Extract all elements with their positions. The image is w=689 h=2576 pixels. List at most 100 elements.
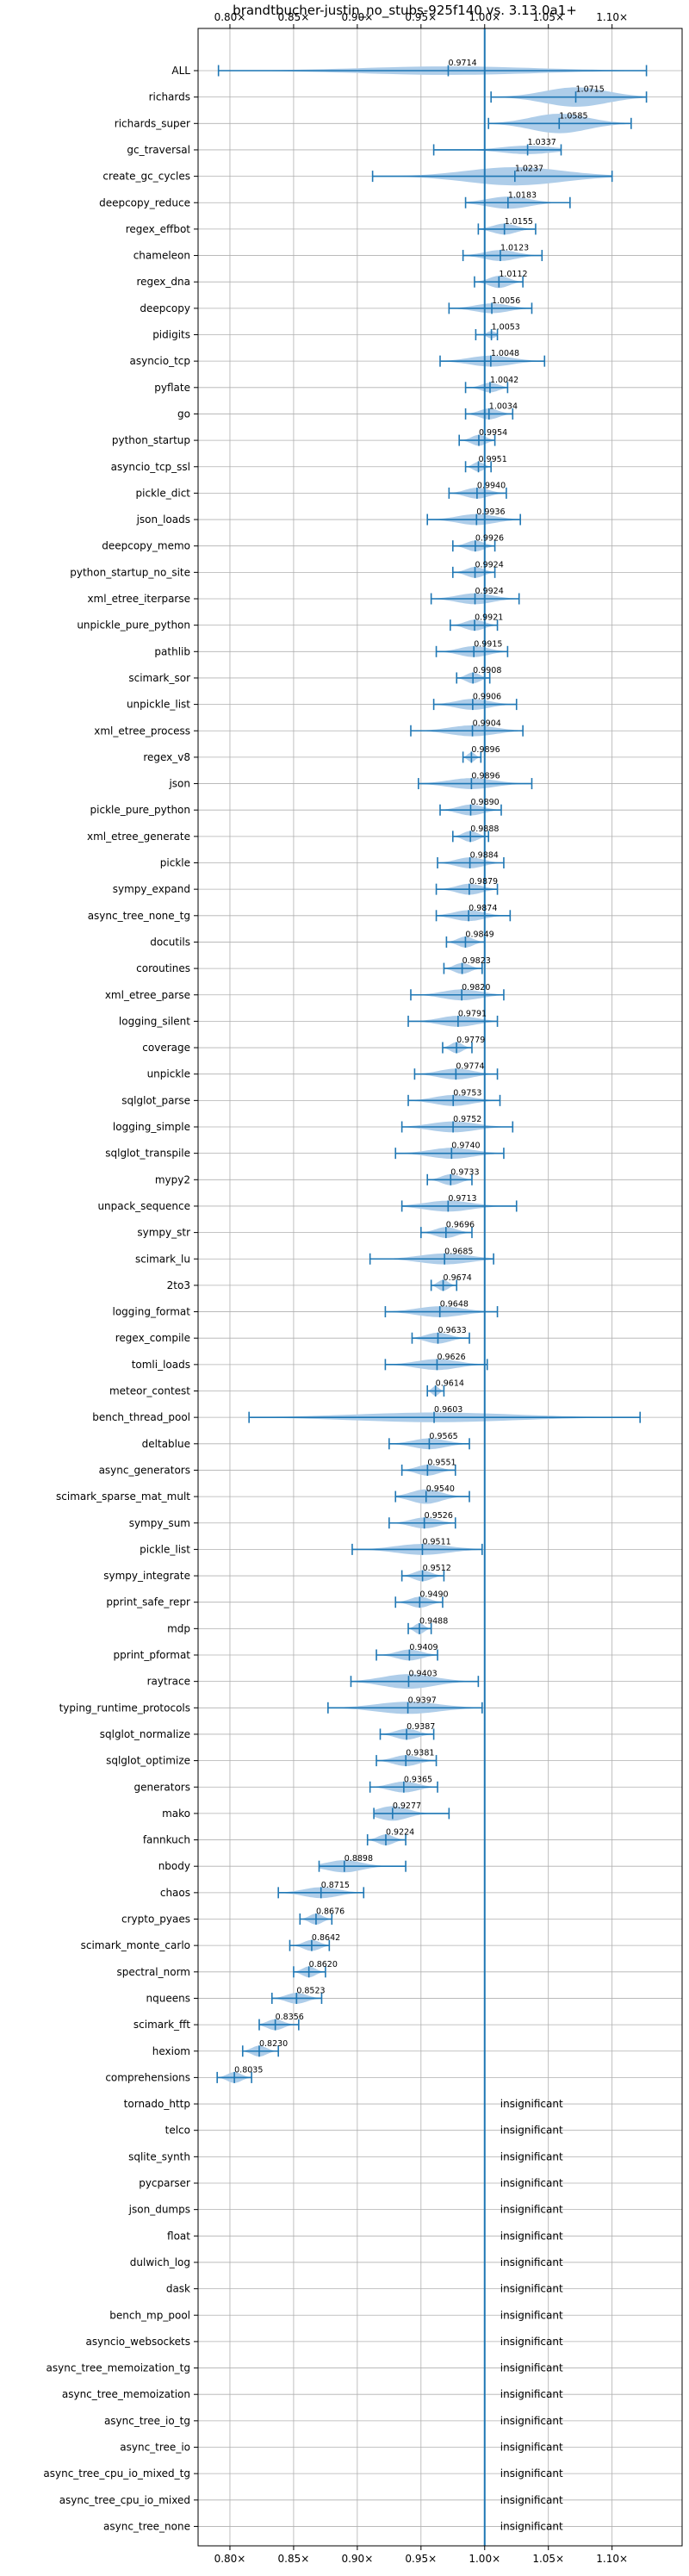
x-tick-label-top: 1.00× bbox=[469, 11, 500, 23]
median-value-label: 0.9387 bbox=[407, 1722, 435, 1732]
benchmark-label: chameleon bbox=[133, 250, 190, 262]
benchmark-label: deepcopy_reduce bbox=[99, 196, 190, 208]
median-value-label: 1.0123 bbox=[500, 244, 529, 253]
benchmark-label: deepcopy bbox=[140, 302, 190, 314]
benchmark-label: xml_etree_iterparse bbox=[87, 593, 190, 605]
benchmark-label: hexiom bbox=[152, 2045, 190, 2057]
median-value-label: 0.9926 bbox=[475, 534, 504, 544]
benchmark-label: python_startup_no_site bbox=[70, 566, 190, 578]
benchmark-label: richards_super bbox=[115, 117, 190, 129]
x-tick-label-top: 0.80× bbox=[214, 11, 246, 23]
benchmark-label: float bbox=[167, 2230, 190, 2242]
median-value-label: 0.9603 bbox=[434, 1405, 462, 1415]
benchmark-label: comprehensions bbox=[105, 2071, 190, 2083]
benchmark-label: json_loads bbox=[136, 513, 190, 526]
x-tick-label-bottom: 0.80× bbox=[214, 2553, 246, 2565]
median-value-label: 0.9551 bbox=[427, 1458, 456, 1467]
x-tick-label-top: 1.05× bbox=[532, 11, 564, 23]
median-value-label: 0.9904 bbox=[473, 719, 501, 728]
whisker-layer bbox=[216, 65, 648, 2083]
benchmark-label: scimark_lu bbox=[135, 1253, 190, 1265]
benchmark-label: sympy_integrate bbox=[103, 1570, 190, 1582]
median-value-label: 0.8230 bbox=[259, 2039, 288, 2049]
benchmark-label: sqlglot_optimize bbox=[106, 1755, 190, 1767]
benchmark-label: mypy2 bbox=[155, 1173, 190, 1185]
plot-frame bbox=[197, 28, 683, 2547]
insignificant-label: insignificant bbox=[500, 2098, 563, 2110]
median-value-label: 1.0585 bbox=[559, 111, 587, 121]
insignificant-label: insignificant bbox=[500, 2467, 563, 2480]
median-value-label: 0.9674 bbox=[444, 1273, 472, 1283]
benchmark-label: tomli_loads bbox=[132, 1359, 190, 1371]
median-value-label: 0.9277 bbox=[393, 1801, 421, 1811]
median-value-label: 0.8715 bbox=[321, 1881, 350, 1890]
benchmark-label: asyncio_tcp_ssl bbox=[111, 461, 190, 473]
benchmark-label: go bbox=[177, 408, 190, 420]
median-value-label: 0.9924 bbox=[475, 587, 504, 596]
benchmark-label: async_tree_cpu_io_mixed bbox=[59, 2494, 190, 2506]
insignificant-label: insignificant bbox=[500, 2204, 563, 2216]
benchmark-label: sqlglot_transpile bbox=[105, 1148, 190, 1160]
benchmark-label: pycparser bbox=[139, 2177, 190, 2189]
benchmark-label: unpickle_pure_python bbox=[77, 619, 190, 632]
median-value-label: 0.9906 bbox=[473, 693, 501, 702]
benchmark-label: regex_dna bbox=[136, 276, 190, 288]
median-value-label: 0.9733 bbox=[450, 1167, 479, 1177]
benchmark-label: xml_etree_process bbox=[94, 725, 190, 737]
benchmark-label: scimark_sor bbox=[128, 672, 190, 684]
benchmark-label: async_tree_memoization bbox=[62, 2388, 190, 2400]
benchmark-label: bench_mp_pool bbox=[109, 2309, 190, 2321]
benchmark-label: xml_etree_parse bbox=[105, 989, 190, 1001]
median-value-label: 0.9936 bbox=[476, 507, 505, 517]
benchmark-label: bench_thread_pool bbox=[92, 1411, 190, 1423]
benchmark-label: dulwich_log bbox=[130, 2256, 190, 2268]
benchmark-label: pickle_dict bbox=[136, 487, 191, 499]
benchmark-label: xml_etree_generate bbox=[87, 831, 190, 843]
benchmark-label: pprint_safe_repr bbox=[106, 1596, 190, 1608]
median-value-label: 0.9896 bbox=[471, 745, 500, 755]
benchmark-label: chaos bbox=[160, 1887, 190, 1899]
x-tick-label-bottom: 1.00× bbox=[469, 2553, 500, 2565]
x-tick-label-bottom: 0.85× bbox=[278, 2553, 310, 2565]
median-value-label: 0.9740 bbox=[451, 1142, 480, 1151]
benchmark-label: async_tree_none_tg bbox=[88, 910, 190, 922]
benchmark-label: regex_v8 bbox=[143, 751, 190, 763]
benchmark-label: sqlglot_normalize bbox=[100, 1728, 190, 1740]
label-layer: 0.80× 0.80× 0.85× 0.85× 0.90× 0.90× 0.95× 0.95×… bbox=[43, 11, 628, 2565]
benchmark-label: async_tree_memoization_tg bbox=[47, 2362, 190, 2374]
median-value-label: 0.9512 bbox=[423, 1564, 451, 1573]
benchmark-label: coroutines bbox=[136, 962, 190, 974]
insignificant-label: insignificant bbox=[500, 2309, 563, 2321]
benchmark-label: pidigits bbox=[152, 329, 190, 341]
benchmark-label: spectral_norm bbox=[116, 1966, 190, 1978]
benchmark-label: sympy_sum bbox=[129, 1517, 190, 1529]
benchmark-label: crypto_pyaes bbox=[121, 1913, 190, 1926]
median-value-label: 0.9696 bbox=[446, 1221, 475, 1230]
median-value-label: 0.9526 bbox=[425, 1511, 453, 1521]
median-value-label: 0.9779 bbox=[456, 1036, 485, 1045]
median-value-label: 0.9565 bbox=[429, 1432, 457, 1441]
median-value-label: 0.9884 bbox=[470, 851, 499, 861]
benchmark-label: richards bbox=[149, 91, 190, 103]
benchmark-label: deepcopy_memo bbox=[102, 540, 190, 552]
insignificant-label: insignificant bbox=[500, 2362, 563, 2374]
median-value-label: 0.9954 bbox=[479, 428, 507, 438]
benchmark-label: dask bbox=[166, 2283, 190, 2295]
benchmark-label: gc_traversal bbox=[127, 144, 190, 156]
benchmark-label: ALL bbox=[171, 65, 190, 77]
median-value-label: 0.9879 bbox=[469, 877, 498, 887]
benchmark-label: logging_format bbox=[112, 1306, 190, 1318]
insignificant-label: insignificant bbox=[500, 2442, 563, 2454]
chart-title: brandtbucher-justin_no_stubs-925f140 vs.… bbox=[233, 3, 577, 19]
median-value-label: 0.9626 bbox=[437, 1353, 465, 1362]
benchmark-label: scimark_fft bbox=[133, 2019, 190, 2031]
benchmark-label: create_gc_cycles bbox=[102, 171, 190, 183]
median-value-label: 0.9403 bbox=[408, 1670, 437, 1679]
benchmark-label: async_tree_io bbox=[120, 2442, 190, 2454]
median-value-label: 0.8356 bbox=[276, 2013, 304, 2022]
benchmark-label: python_startup bbox=[112, 434, 190, 446]
median-value-label: 0.9381 bbox=[406, 1749, 434, 1758]
x-tick-label-top: 0.95× bbox=[405, 11, 437, 23]
